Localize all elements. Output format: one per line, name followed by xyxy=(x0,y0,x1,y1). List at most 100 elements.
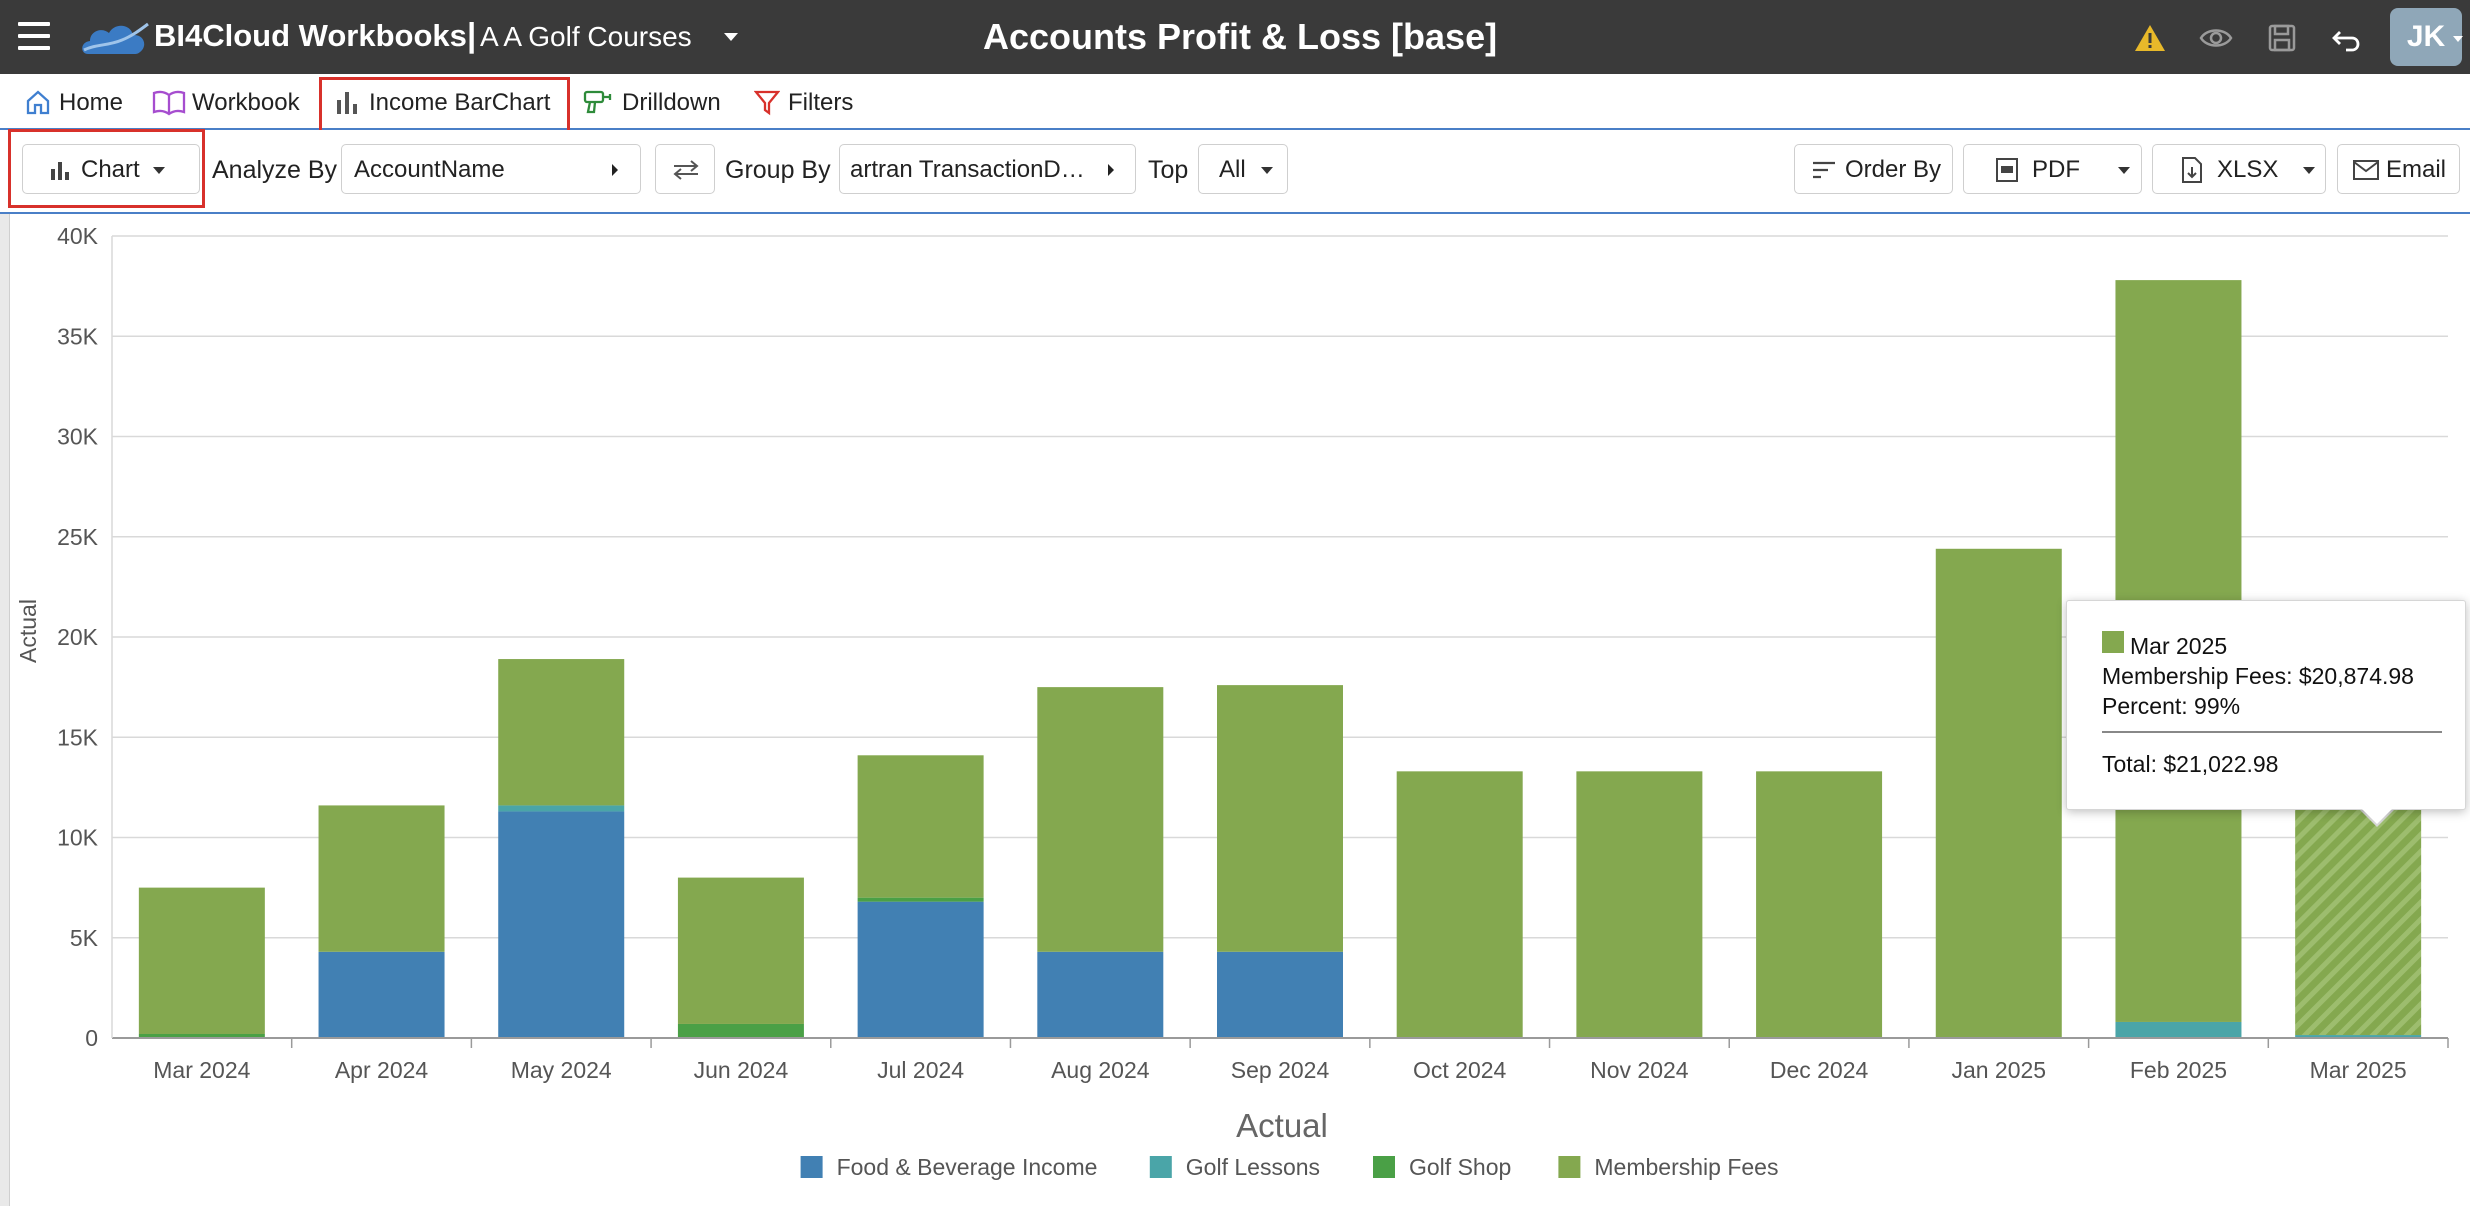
bar-segment[interactable] xyxy=(2295,1035,2422,1038)
y-tick-label: 15K xyxy=(57,724,99,750)
bar-segment[interactable] xyxy=(857,897,984,902)
bar-segment[interactable] xyxy=(138,1033,265,1038)
y-tick-label: 5K xyxy=(70,925,99,951)
app-header: BI4Cloud Workbooks | A A Golf Courses Ac… xyxy=(0,0,2470,74)
left-rail xyxy=(0,214,10,1206)
home-icon xyxy=(26,90,50,115)
bar-segment[interactable] xyxy=(318,951,445,1038)
bar-segment[interactable] xyxy=(1576,771,1703,1038)
top-label: Top xyxy=(1148,156,1189,184)
toolbar: Chart Analyze By AccountName Group By ar… xyxy=(0,130,2470,214)
legend-swatch[interactable] xyxy=(1373,1156,1395,1178)
pdf-label: PDF xyxy=(2032,156,2080,183)
tab-workbook[interactable]: Workbook xyxy=(152,86,304,118)
tab-bar: Home Workbook Income BarChart Drilldown … xyxy=(0,74,2470,130)
legend-label[interactable]: Food & Beverage Income xyxy=(837,1154,1098,1180)
bar-segment[interactable] xyxy=(1037,951,1164,1038)
xlsx-button[interactable]: XLSX xyxy=(2152,144,2326,194)
x-tick-label: May 2024 xyxy=(511,1057,612,1083)
tooltip-swatch xyxy=(2102,631,2124,653)
bar-segment[interactable] xyxy=(677,877,804,1024)
save-icon[interactable] xyxy=(2264,20,2300,56)
user-avatar[interactable]: JK xyxy=(2390,8,2462,66)
bar-segment[interactable] xyxy=(857,755,984,898)
chevron-down-icon xyxy=(1261,167,1273,174)
swap-button[interactable] xyxy=(655,144,715,194)
tooltip-percent: Percent: 99% xyxy=(2102,693,2241,719)
bar-segment[interactable] xyxy=(1935,548,2062,1038)
bar-segment[interactable] xyxy=(1396,771,1523,1038)
sort-lines-icon xyxy=(1813,161,1835,179)
bar-segment[interactable] xyxy=(1217,951,1343,1038)
bar-segment[interactable] xyxy=(1756,771,1883,1038)
bar-segment[interactable] xyxy=(1217,685,1343,952)
income-bar-chart: 0 5K 10K 15K 20K 25K 30K 35K 40K Mar 2024 Apr 2024… xyxy=(15,223,2449,1180)
order-by-label: Order By xyxy=(1845,156,1942,183)
drill-icon xyxy=(583,90,612,114)
y-tick-label: 20K xyxy=(57,624,99,650)
org-name[interactable]: A A Golf Courses xyxy=(480,21,692,52)
y-tick-label: 10K xyxy=(57,825,99,851)
download-file-icon xyxy=(2182,157,2202,183)
group-by-value: artran TransactionD… xyxy=(850,156,1085,183)
chart-type-button[interactable]: Chart xyxy=(22,144,200,194)
org-dropdown-caret-icon[interactable] xyxy=(724,33,738,41)
y-tick-label: 35K xyxy=(57,323,99,349)
chart-tooltip: Mar 2025 Membership Fees: $20,874.98 Per… xyxy=(2066,600,2466,810)
avatar-caret-icon[interactable] xyxy=(2453,36,2463,42)
tab-home-label: Home xyxy=(59,89,124,116)
tab-drilldown[interactable]: Drilldown xyxy=(582,86,730,118)
analyze-by-label: Analyze By xyxy=(212,156,338,184)
tab-filters[interactable]: Filters xyxy=(754,86,864,118)
x-tick-label: Feb 2025 xyxy=(2130,1057,2227,1083)
x-tick-label: Jul 2024 xyxy=(877,1057,964,1083)
legend-swatch[interactable] xyxy=(1149,1156,1172,1178)
x-axis-title: Actual xyxy=(1236,1107,1328,1144)
x-tick-label: Mar 2024 xyxy=(153,1057,250,1083)
legend-swatch[interactable] xyxy=(1558,1156,1581,1178)
legend-label[interactable]: Membership Fees xyxy=(1594,1154,1778,1180)
tab-workbook-label: Workbook xyxy=(192,89,300,116)
bar-segment[interactable] xyxy=(1037,687,1164,952)
undo-icon[interactable] xyxy=(2330,20,2366,56)
pdf-button[interactable]: PDF xyxy=(1963,144,2142,194)
bar-segment[interactable] xyxy=(498,805,625,812)
page-title: Accounts Profit & Loss [base] xyxy=(983,16,1498,57)
legend-swatch[interactable] xyxy=(800,1156,823,1178)
bar-segment[interactable] xyxy=(138,887,265,1034)
bar-segment[interactable] xyxy=(677,1023,804,1038)
tooltip-series-value: Membership Fees: $20,874.98 xyxy=(2102,663,2414,689)
bar-segment[interactable] xyxy=(498,659,625,806)
x-tick-label: Jan 2025 xyxy=(1951,1057,2046,1083)
legend-label[interactable]: Golf Shop xyxy=(1409,1154,1511,1180)
x-tick-label: Aug 2024 xyxy=(1051,1057,1150,1083)
chevron-down-icon xyxy=(153,167,165,174)
order-by-button[interactable]: Order By xyxy=(1794,144,1953,194)
envelope-icon xyxy=(2353,160,2379,180)
bar-chart-icon xyxy=(51,162,69,180)
tab-drilldown-label: Drilldown xyxy=(622,89,721,116)
bar-segment[interactable] xyxy=(857,901,984,1038)
bar-chart-icon xyxy=(337,92,357,114)
eye-icon[interactable] xyxy=(2198,20,2234,56)
chevron-right-icon xyxy=(1108,164,1114,176)
bar-segment[interactable] xyxy=(498,811,625,1038)
bar-segment[interactable] xyxy=(2115,1021,2242,1038)
x-tick-label: Jun 2024 xyxy=(694,1057,789,1083)
y-tick-label: 30K xyxy=(57,424,99,450)
tab-income-barchart[interactable]: Income BarChart xyxy=(334,86,554,118)
top-select[interactable]: All xyxy=(1198,144,1288,194)
bar-segment[interactable] xyxy=(318,805,445,952)
pdf-file-icon xyxy=(1996,158,2018,182)
analyze-by-select[interactable]: AccountName xyxy=(341,144,641,194)
group-by-select[interactable]: artran TransactionD… xyxy=(839,144,1136,194)
menu-icon[interactable] xyxy=(18,22,50,50)
tooltip-pointer xyxy=(2360,807,2394,824)
y-tick-label: 25K xyxy=(57,524,99,550)
warning-icon[interactable] xyxy=(2132,20,2168,56)
legend-label[interactable]: Golf Lessons xyxy=(1186,1154,1320,1180)
x-tick-label: Dec 2024 xyxy=(1770,1057,1869,1083)
tab-home[interactable]: Home xyxy=(24,86,128,118)
app-brand: BI4Cloud Workbooks xyxy=(154,18,467,53)
email-button[interactable]: Email xyxy=(2337,144,2460,194)
